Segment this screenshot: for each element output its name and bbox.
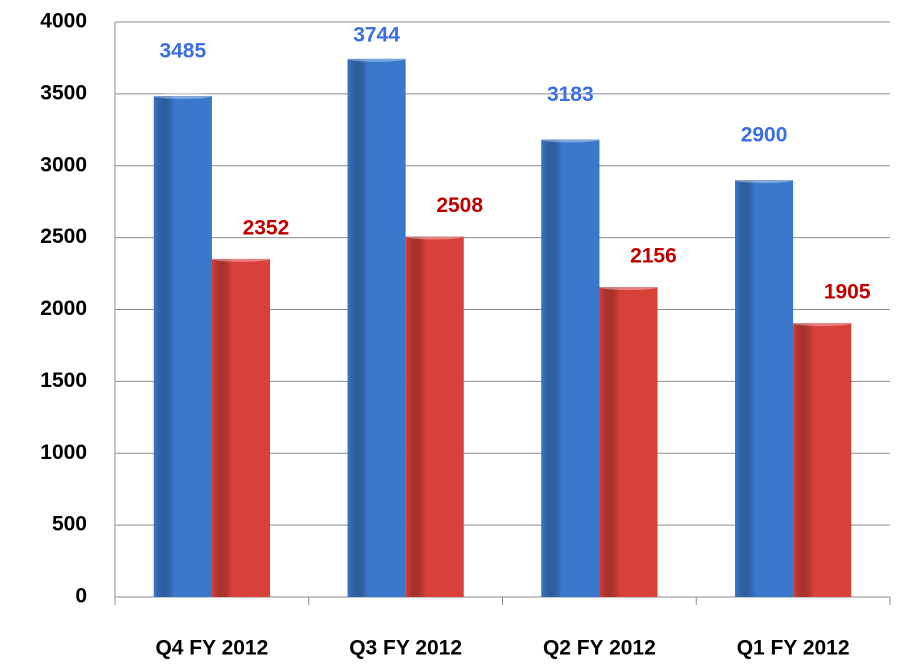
x-tick-label: Q3 FY 2012 [349,637,462,660]
bar-shade [541,139,600,597]
bar-shade [405,236,464,597]
x-tick-label: Q1 FY 2012 [737,637,850,660]
bar-shade [735,180,794,597]
data-label: 3183 [547,83,594,106]
x-tick-label: Q4 FY 2012 [155,637,268,660]
bar-top [599,284,658,291]
bar-shade [153,96,212,597]
y-tick-label: 2000 [40,297,87,320]
y-tick-label: 2500 [40,225,87,248]
bar-shade [347,58,406,598]
data-label: 2900 [741,124,788,147]
data-label: 1905 [824,281,871,304]
y-tick-label: 4000 [40,10,87,33]
bar-shade [211,258,270,597]
bar-top [541,136,600,143]
y-tick-label: 1500 [40,369,87,392]
data-label: 3485 [159,40,206,63]
y-tick-label: 0 [75,585,87,608]
y-tick-label: 3500 [40,81,87,104]
data-label: 2352 [243,216,290,239]
y-tick-label: 3000 [40,153,87,176]
bar-top [347,55,406,62]
bar-top [211,255,270,262]
bar-top [735,177,794,184]
bar-top [405,233,464,240]
y-tick-label: 1000 [40,441,87,464]
bar-top [153,93,212,100]
bar-shade [599,287,658,597]
x-tick-label: Q2 FY 2012 [543,637,656,660]
data-label: 3744 [353,24,400,47]
bar-top [793,320,852,327]
data-label: 2508 [436,194,483,217]
y-tick-label: 500 [52,513,87,536]
bar-shade [793,323,852,597]
data-label: 2156 [630,245,677,268]
